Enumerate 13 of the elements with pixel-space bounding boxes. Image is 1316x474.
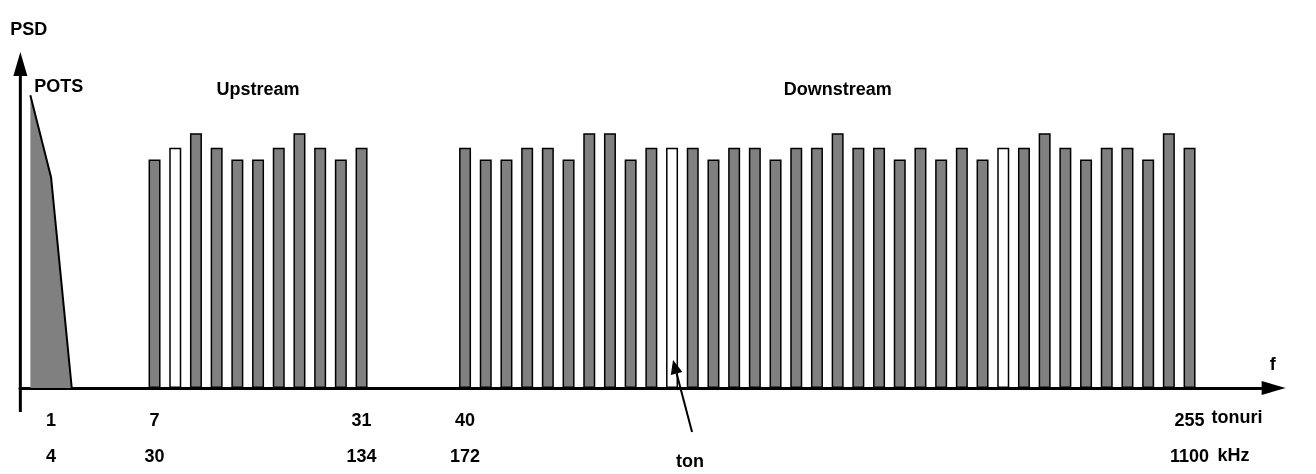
text: ton bbox=[676, 451, 705, 471]
x-tick-label: 255 1100 bbox=[1170, 410, 1210, 466]
y-axis-title: PSD bbox=[10, 19, 48, 39]
x-tick-label: 40 172 bbox=[450, 410, 481, 466]
text: tonuri bbox=[1211, 407, 1263, 427]
text: Downstream bbox=[783, 79, 892, 99]
x-axis-title: f bbox=[1269, 354, 1276, 374]
x-tick-label: 31 134 bbox=[346, 410, 377, 466]
x-tick-label: 1 4 bbox=[46, 410, 57, 466]
legend-label: POTS bbox=[34, 76, 84, 96]
text: kHz bbox=[1217, 445, 1250, 465]
x-tick-label: 7 30 bbox=[144, 410, 165, 466]
series-label: Upstream bbox=[216, 79, 300, 99]
